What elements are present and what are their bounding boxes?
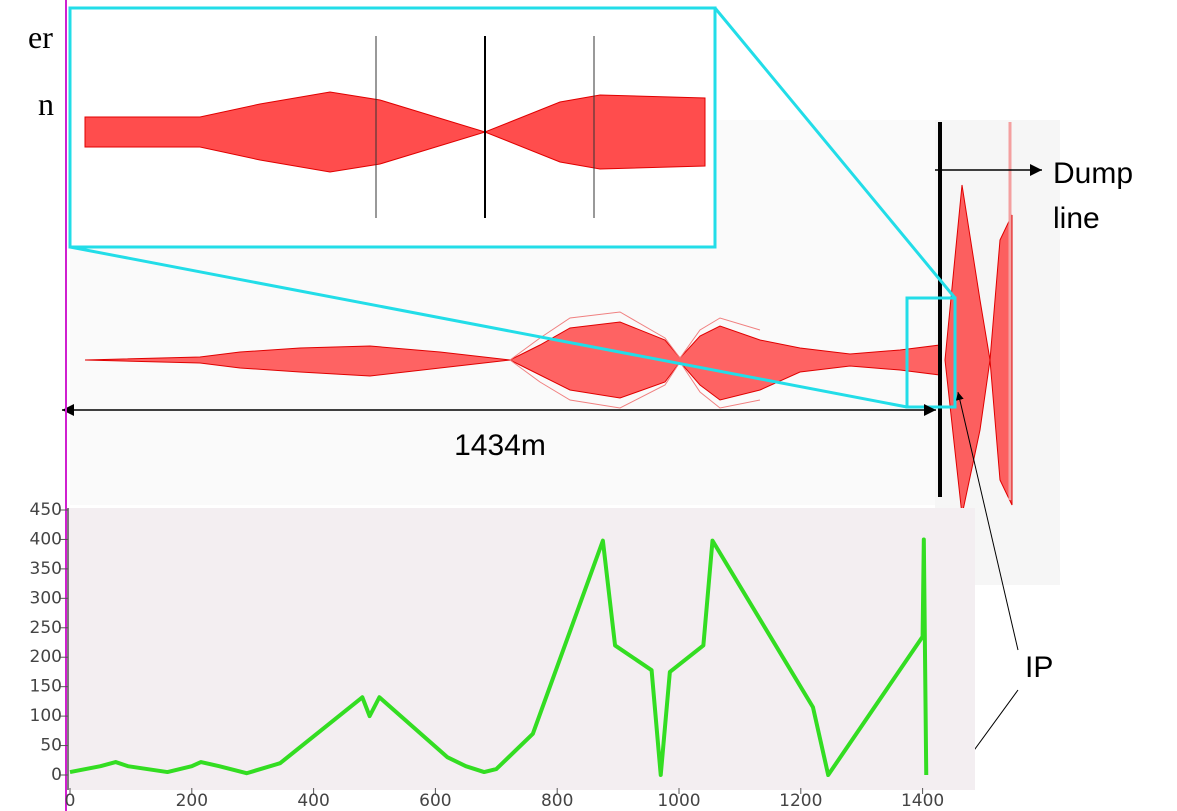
dump-label: Dump [1053,157,1133,190]
y-tick-label: 50 [40,736,62,756]
cut-text: n [38,86,54,122]
x-tick-label: 1200 [779,791,822,811]
zoom-line [69,245,908,409]
inset-beam [84,91,706,173]
beam-traces [509,311,761,409]
y-tick-label: 250 [30,618,62,638]
y-tick-label: 150 [30,677,62,697]
x-tick-label: 600 [419,791,451,811]
zoom-line [713,7,957,299]
dump-label: line [1053,202,1100,235]
x-tick-label: 1000 [657,791,700,811]
cut-text: er [28,19,53,55]
y-tick-label: 350 [30,559,62,579]
y-tick-label: 300 [30,588,62,608]
ip-arrow [955,391,1019,651]
beam-fan [944,184,1013,516]
length-label: 1434m [454,429,546,462]
y-tick-label: 200 [30,647,62,667]
x-tick-label: 200 [176,791,208,811]
ip-label: IP [1025,651,1053,684]
x-tick-label: 0 [65,791,76,811]
data-line [69,537,929,777]
x-tick-label: 1400 [901,791,944,811]
y-tick-label: 100 [30,706,62,726]
y-tick-label: 0 [51,765,62,785]
y-tick-label: 400 [30,529,62,549]
plot-area [68,508,975,790]
y-tick-label: 450 [30,500,62,520]
x-tick-label: 400 [297,791,329,811]
x-tick-label: 800 [541,791,573,811]
